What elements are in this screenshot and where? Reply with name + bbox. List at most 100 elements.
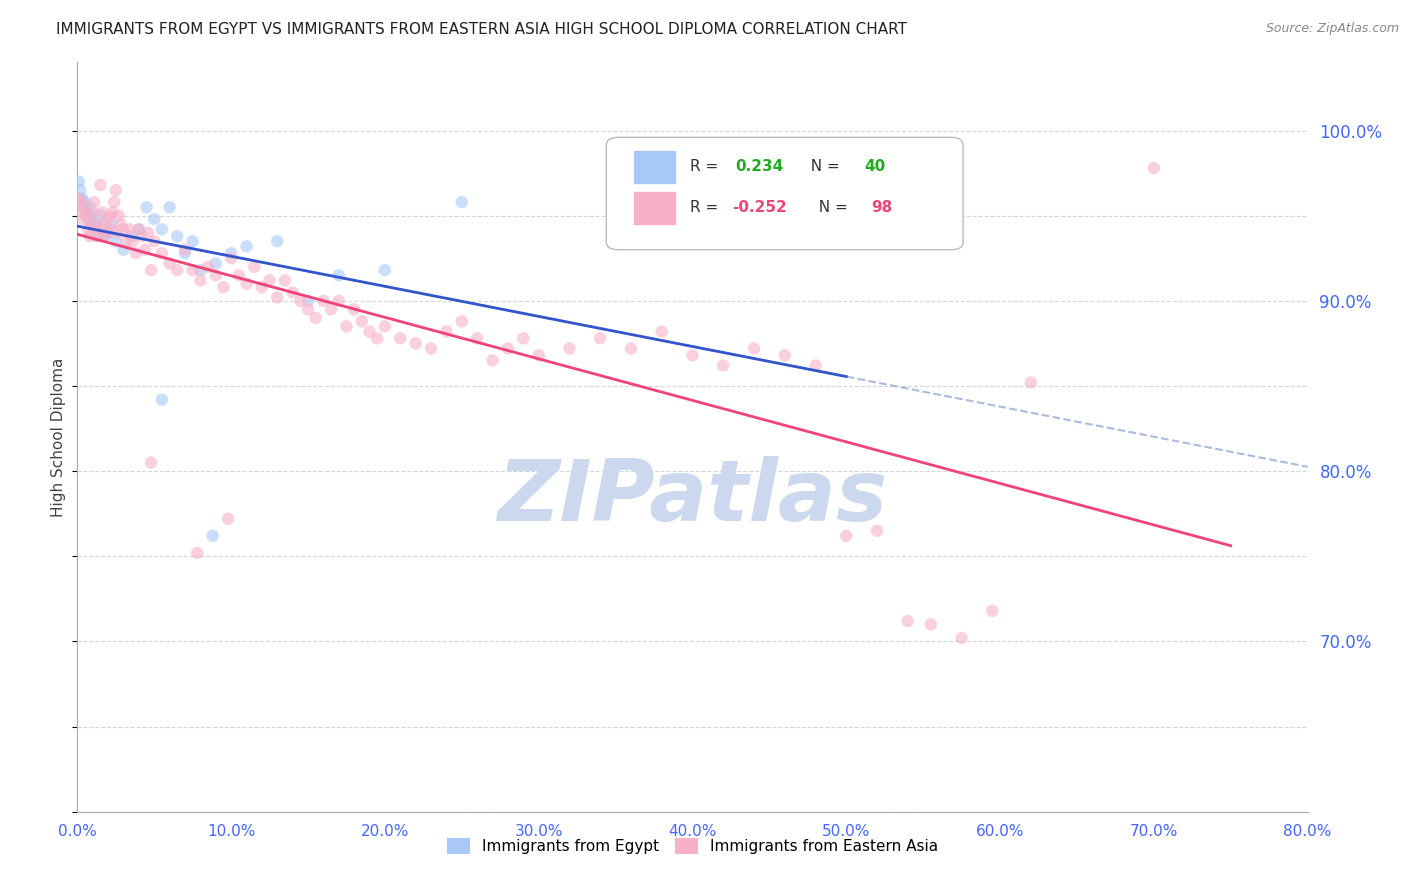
Point <box>166 263 188 277</box>
Text: R =: R = <box>690 201 723 215</box>
Point <box>305 310 328 325</box>
Point <box>67 192 90 206</box>
Point <box>359 325 381 339</box>
Point <box>89 178 111 192</box>
Point <box>94 217 117 231</box>
Text: -0.252: -0.252 <box>733 201 786 215</box>
Point <box>266 290 288 304</box>
Point <box>72 212 94 227</box>
Point <box>281 285 304 300</box>
Point <box>89 209 111 223</box>
Point <box>93 229 115 244</box>
Point <box>188 263 212 277</box>
Y-axis label: High School Diploma: High School Diploma <box>51 358 66 516</box>
Point <box>77 212 100 227</box>
Point <box>450 195 472 210</box>
Point <box>981 604 1004 618</box>
Point <box>112 222 135 236</box>
Point <box>804 359 827 373</box>
Point <box>73 195 96 210</box>
Point <box>79 229 101 244</box>
Point <box>228 268 250 283</box>
Point <box>94 229 117 244</box>
Point <box>108 209 131 223</box>
Point <box>204 256 226 270</box>
Point <box>250 280 273 294</box>
Point <box>105 226 128 240</box>
Point <box>141 263 163 277</box>
Point <box>217 512 239 526</box>
Point <box>328 293 350 308</box>
Point <box>118 222 141 236</box>
FancyBboxPatch shape <box>634 150 676 184</box>
Point <box>128 222 150 236</box>
Point <box>84 229 107 244</box>
Point <box>711 359 734 373</box>
Point <box>96 226 118 240</box>
Point <box>90 222 114 236</box>
Point <box>186 546 208 560</box>
Point <box>181 234 204 248</box>
FancyBboxPatch shape <box>634 191 676 225</box>
Point <box>141 456 163 470</box>
Point <box>274 273 297 287</box>
Point <box>159 200 181 214</box>
Point <box>103 195 125 210</box>
Text: R =: R = <box>690 160 728 175</box>
Point <box>773 348 796 362</box>
Point <box>86 229 108 244</box>
Text: ZIPatlas: ZIPatlas <box>498 456 887 539</box>
Point <box>328 268 350 283</box>
Point <box>350 314 373 328</box>
Point <box>651 325 673 339</box>
Point <box>181 263 204 277</box>
Point <box>143 234 166 248</box>
Point <box>235 277 257 291</box>
FancyBboxPatch shape <box>606 137 963 250</box>
Point <box>1019 376 1042 390</box>
Point <box>1143 161 1166 175</box>
Point <box>420 342 443 356</box>
Point <box>104 183 127 197</box>
Point <box>312 293 335 308</box>
Point <box>69 183 91 197</box>
Point <box>188 273 212 287</box>
Point <box>83 195 105 210</box>
Point <box>150 392 173 407</box>
Point <box>87 222 110 236</box>
Point <box>125 246 148 260</box>
Text: N =: N = <box>801 160 845 175</box>
Point <box>159 256 181 270</box>
Point <box>297 293 319 308</box>
Point <box>110 217 132 231</box>
Point <box>742 342 765 356</box>
Point <box>174 243 197 257</box>
Point <box>436 325 458 339</box>
Point <box>70 205 93 219</box>
Text: N =: N = <box>810 201 853 215</box>
Point <box>197 260 219 274</box>
Point <box>682 348 704 362</box>
Point <box>112 243 135 257</box>
Point <box>201 529 224 543</box>
Point <box>374 319 396 334</box>
Point <box>512 331 534 345</box>
Point <box>589 331 612 345</box>
Point <box>98 209 121 223</box>
Point <box>150 222 173 236</box>
Text: 40: 40 <box>865 160 886 175</box>
Point <box>335 319 357 334</box>
Point <box>136 226 159 240</box>
Point <box>374 263 396 277</box>
Point <box>297 302 319 317</box>
Legend: Immigrants from Egypt, Immigrants from Eastern Asia: Immigrants from Egypt, Immigrants from E… <box>441 832 943 860</box>
Point <box>97 212 120 227</box>
Point <box>134 243 156 257</box>
Point <box>80 209 103 223</box>
Point <box>897 614 920 628</box>
Point <box>481 353 503 368</box>
Text: 0.234: 0.234 <box>735 160 783 175</box>
Text: Source: ZipAtlas.com: Source: ZipAtlas.com <box>1265 22 1399 36</box>
Point <box>82 205 104 219</box>
Point <box>835 529 858 543</box>
